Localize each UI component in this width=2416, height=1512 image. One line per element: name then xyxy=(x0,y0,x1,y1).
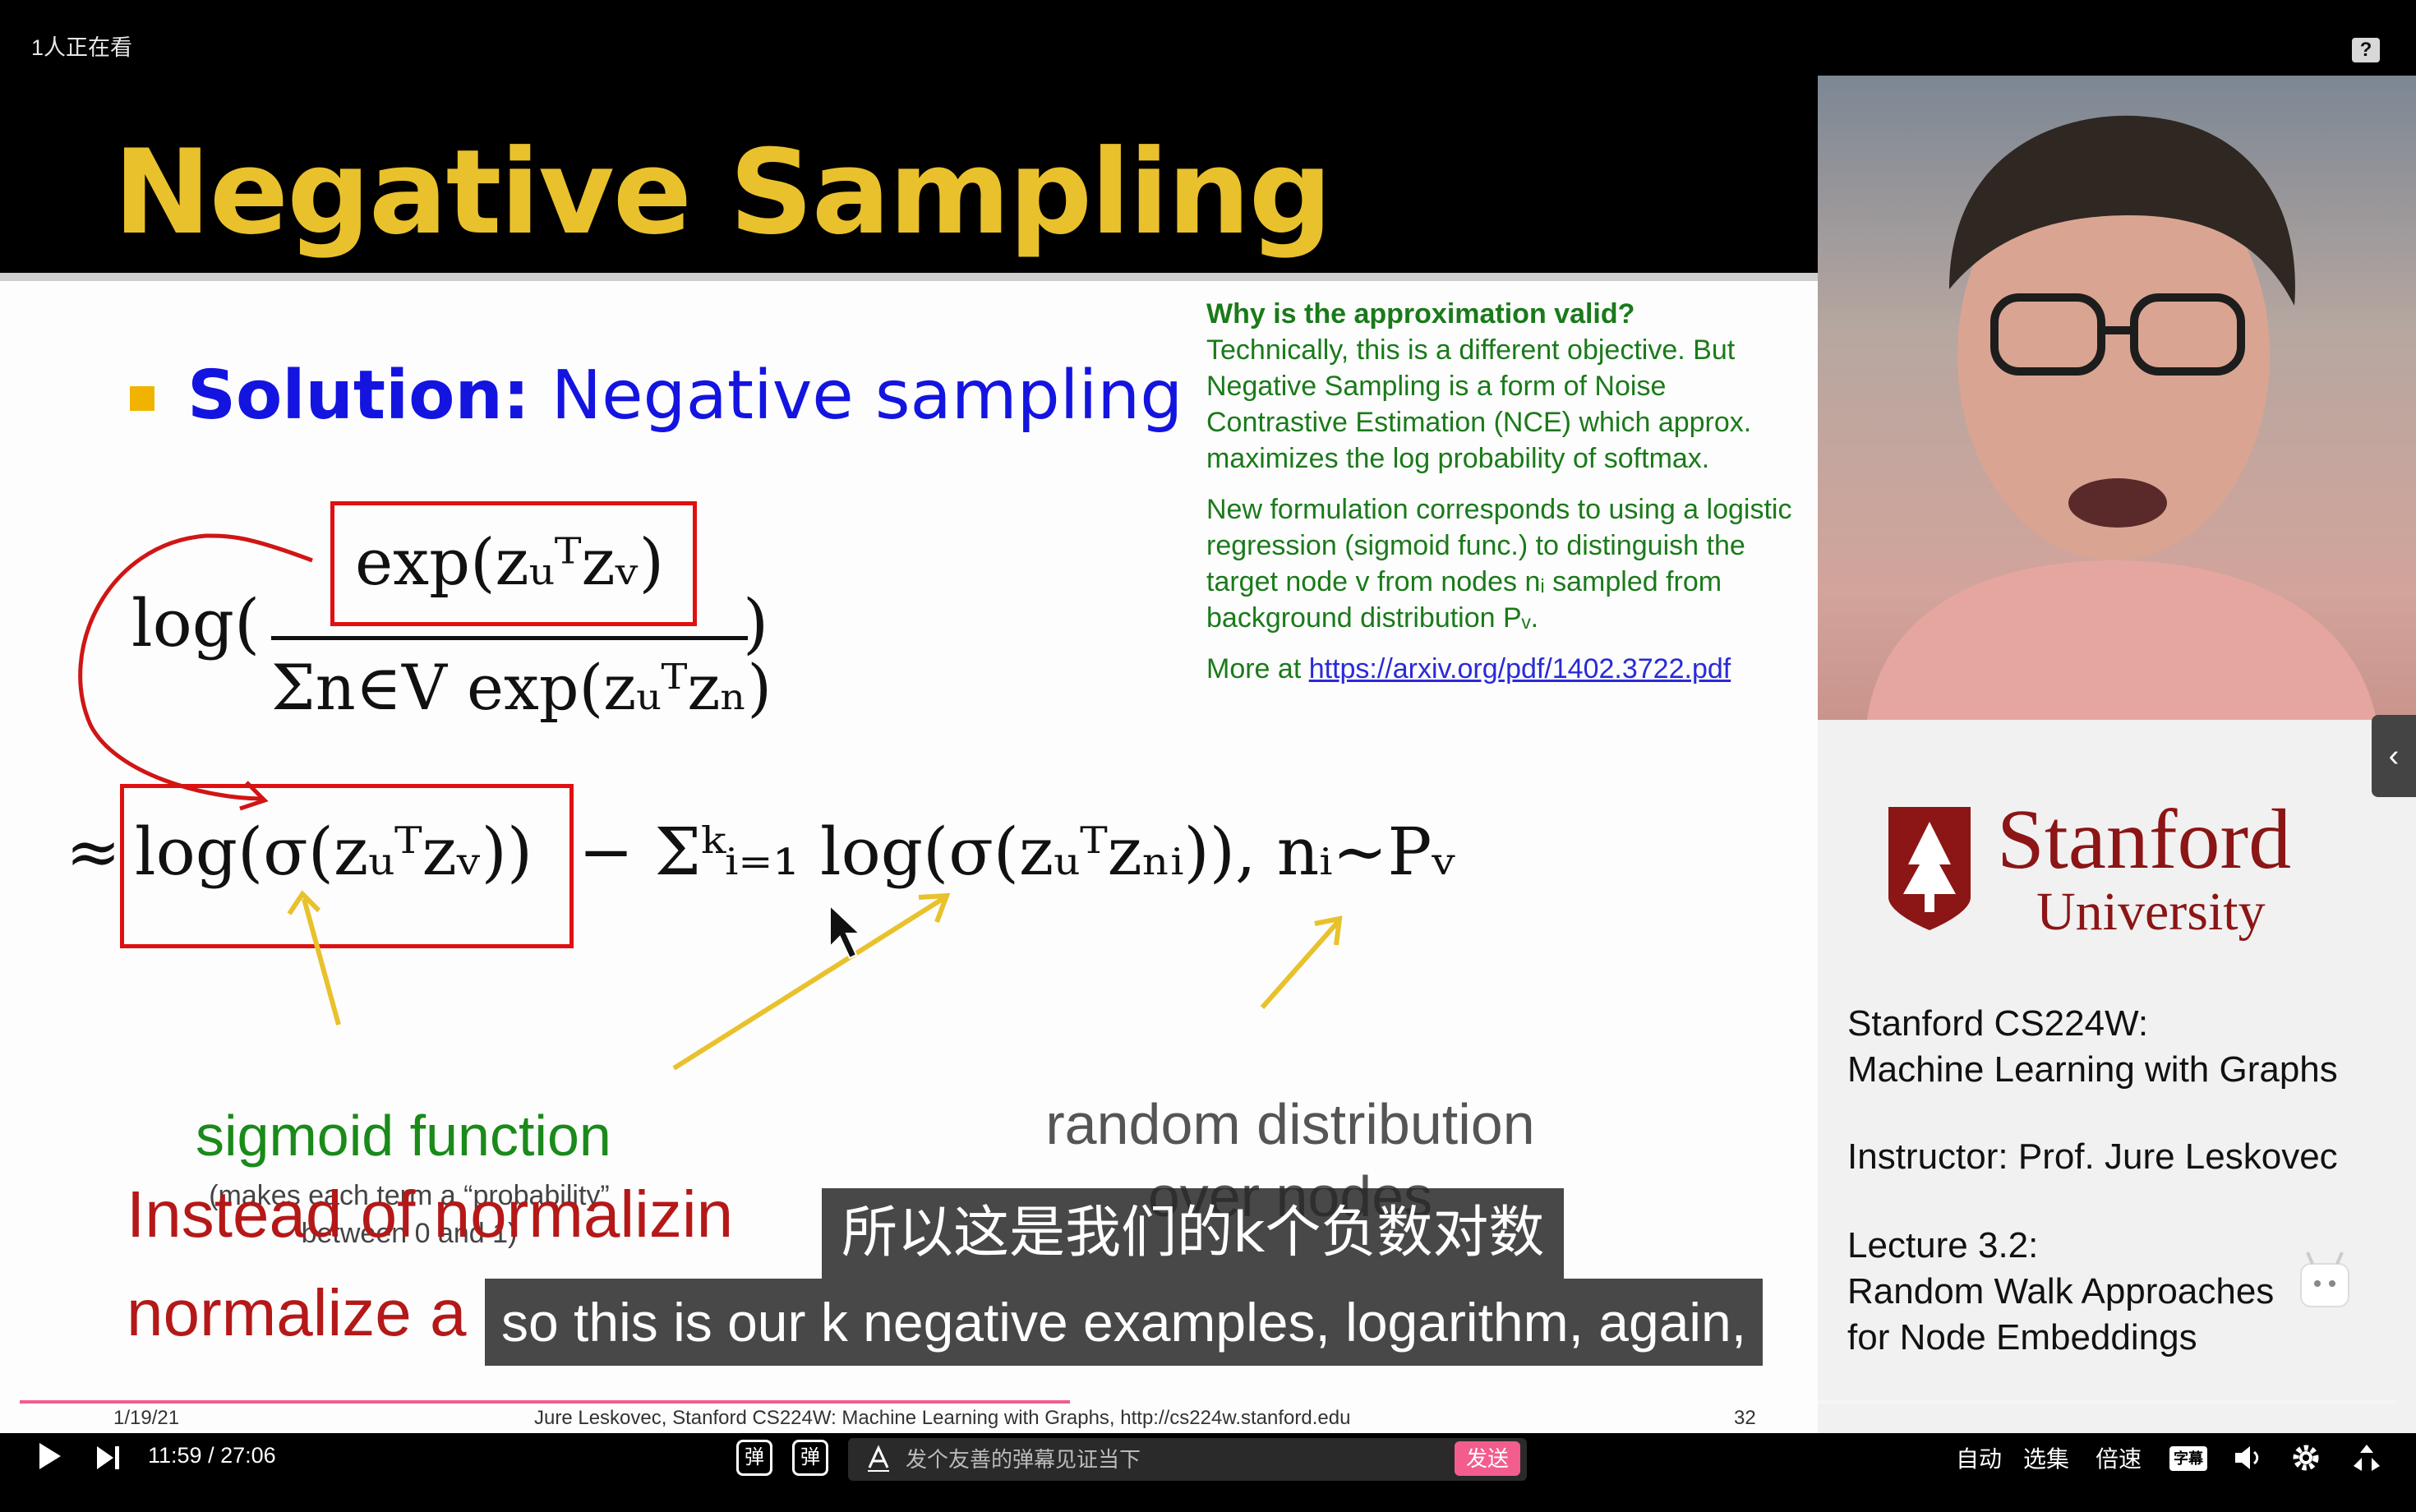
slide-footer-date: 1/19/21 xyxy=(113,1407,180,1429)
danmaku-input-box[interactable] xyxy=(848,1438,1527,1481)
eq1-denominator: Σn∈V exp(zᵤᵀzₙ) xyxy=(271,651,772,724)
progress-fill xyxy=(20,1400,1071,1404)
university-wordmark: University xyxy=(2036,882,2266,942)
collapse-panel-button[interactable]: ‹ xyxy=(2372,715,2416,797)
mascot-icon[interactable] xyxy=(2298,1242,2352,1316)
instructor-line: Instructor: Prof. Jure Leskovec xyxy=(1847,1136,2338,1177)
episodes-button[interactable]: 选集 xyxy=(2023,1446,2070,1472)
numerator-box xyxy=(330,501,697,626)
next-icon[interactable] xyxy=(94,1443,123,1473)
arxiv-link[interactable]: https://arxiv.org/pdf/1402.3722.pdf xyxy=(1308,653,1731,685)
note-para1: Technically, this is a different objecti… xyxy=(1206,334,1752,474)
random-label-1: random distribution xyxy=(1045,1092,1535,1156)
solution-bold: Solution: xyxy=(187,357,530,435)
slide-title-band xyxy=(0,76,1818,273)
font-style-icon[interactable] xyxy=(865,1445,892,1473)
play-icon[interactable] xyxy=(33,1440,66,1473)
subtitle-english: so this is our k negative examples, loga… xyxy=(485,1279,1764,1366)
lecture-line-3: for Node Embeddings xyxy=(1847,1317,2197,1358)
course-line-2: Machine Learning with Graphs xyxy=(1847,1049,2338,1090)
sigmoid-note-1: (makes each term a “probability” xyxy=(209,1180,610,1211)
slide-page-number: 32 xyxy=(1734,1407,1756,1429)
sigmoid-box xyxy=(120,784,574,948)
stanford-wordmark: Stanford xyxy=(1997,792,2292,887)
sigmoid-note: (makes each term a “probability” between … xyxy=(196,1177,623,1252)
eq1-close: ) xyxy=(743,585,769,662)
danmaku-input[interactable]: 发个友善的弹幕见证当下 xyxy=(906,1447,1141,1472)
danmaku-settings-icon[interactable]: 弹 xyxy=(792,1440,828,1476)
fullscreen-icon[interactable] xyxy=(2350,1441,2383,1474)
time-separator: / xyxy=(201,1443,221,1468)
eq1-numerator: exp(zᵤᵀzᵥ) xyxy=(355,526,665,600)
help-icon[interactable]: ? xyxy=(2352,38,2380,62)
bullet-icon xyxy=(130,386,154,411)
eq1-log: log( xyxy=(131,585,261,662)
lecture-line-1: Lecture 3.2: xyxy=(1847,1225,2039,1265)
eq2-rest: − Σᵏᵢ₌₁ log(σ(zᵤᵀzₙᵢ)), nᵢ~Pᵥ xyxy=(579,814,1457,890)
approximation-note: Why is the approximation valid? Technical… xyxy=(1206,296,1798,702)
solution-line: Solution: Negative sampling xyxy=(187,357,1183,435)
danmaku-toggle-icon[interactable]: 弹 xyxy=(736,1440,772,1476)
note-para2: New formulation corresponds to using a l… xyxy=(1206,494,1792,634)
instructor-figure xyxy=(1867,115,2377,720)
red-text-line-1: Instead of normalizin xyxy=(127,1178,734,1251)
duration: 27:06 xyxy=(220,1443,276,1468)
sigmoid-label: sigmoid function xyxy=(196,1104,611,1168)
course-line-1: Stanford CS224W: xyxy=(1847,1003,2149,1044)
viewer-count: 1人正在看 xyxy=(31,35,133,60)
annotation-arrows xyxy=(78,533,1343,1071)
subtitle-button[interactable]: 字幕 xyxy=(2169,1446,2207,1471)
lecture-title: Lecture 3.2: Random Walk Approaches for No… xyxy=(1847,1223,2274,1361)
lecture-line-2: Random Walk Approaches xyxy=(1847,1271,2275,1311)
settings-gear-icon[interactable] xyxy=(2289,1441,2322,1474)
slide-footer-credit: Jure Leskovec, Stanford CS224W: Machine … xyxy=(534,1407,1351,1429)
current-time: 11:59 xyxy=(148,1443,202,1468)
slide-divider xyxy=(0,273,1818,281)
send-danmaku-button[interactable]: 发送 xyxy=(1455,1441,1520,1476)
time-display: 11:59 / 27:06 xyxy=(148,1443,276,1468)
instructor-webcam xyxy=(1818,76,2416,720)
eq2-approx: ≈ xyxy=(66,814,122,890)
solution-rest: Negative sampling xyxy=(529,357,1183,435)
auto-quality-button[interactable]: 自动 xyxy=(1956,1446,2003,1472)
eq2-boxed: log(σ(zᵤᵀzᵥ)) xyxy=(135,814,533,890)
note-question: Why is the approximation valid? xyxy=(1206,298,1635,330)
stanford-tree-icon xyxy=(1888,807,1971,930)
speed-button[interactable]: 倍速 xyxy=(2096,1446,2142,1472)
fraction-bar xyxy=(271,636,748,640)
note-more-prefix: More at xyxy=(1206,653,1309,685)
sigmoid-note-2: between 0 and 1) xyxy=(301,1218,518,1249)
progress-bar[interactable] xyxy=(20,1400,2396,1404)
slide-title: Negative Sampling xyxy=(113,125,1332,260)
subtitle-chinese: 所以这是我们的k个负数对数 xyxy=(822,1188,1565,1279)
volume-icon[interactable] xyxy=(2232,1441,2265,1474)
red-text-line-2: normalize a xyxy=(127,1276,467,1349)
course-title: Stanford CS224W: Machine Learning with Gr… xyxy=(1847,1001,2338,1093)
